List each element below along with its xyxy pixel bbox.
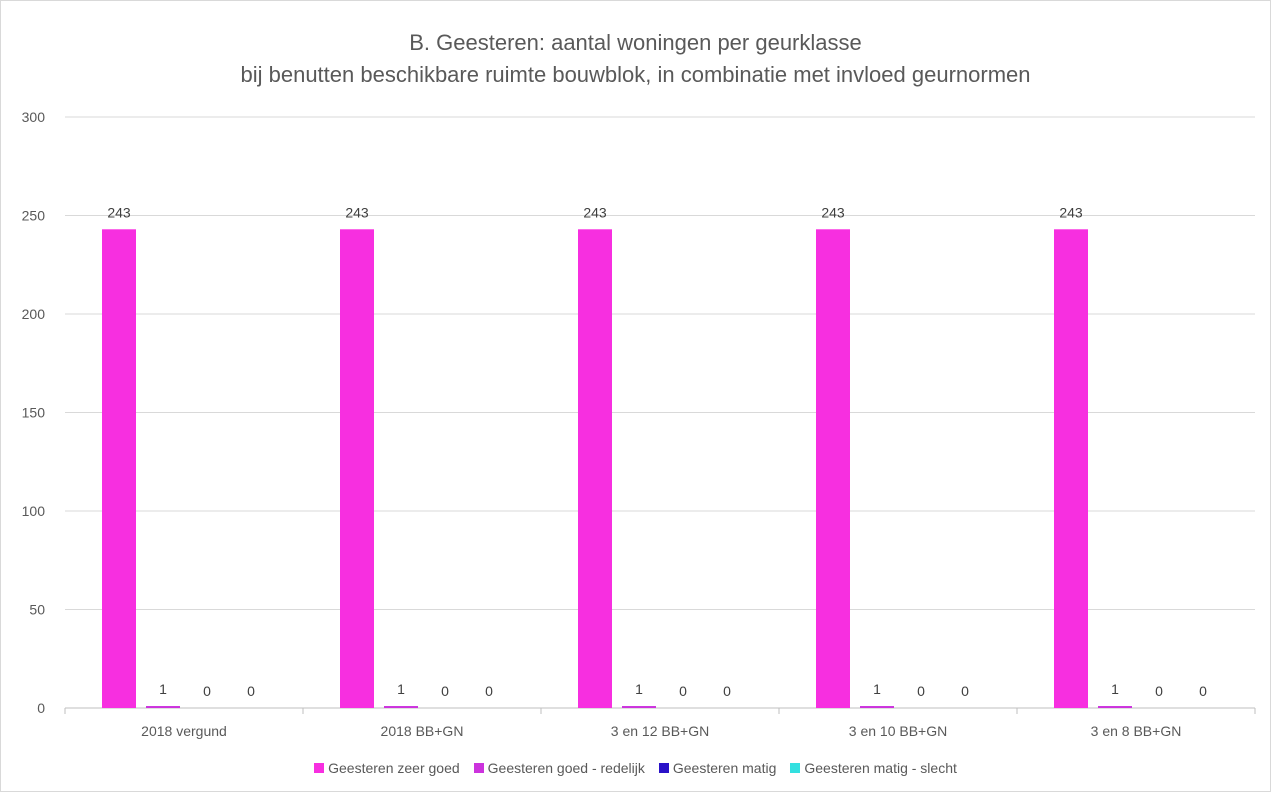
bar [860, 706, 894, 708]
chart-title: B. Geesteren: aantal woningen per geurkl… [409, 30, 862, 55]
legend-swatch [658, 763, 669, 773]
y-tick-label: 250 [22, 208, 46, 224]
data-label: 0 [1155, 683, 1163, 699]
y-tick-label: 300 [22, 109, 46, 125]
legend-item: Geesteren matig - slecht [790, 760, 957, 776]
legend-swatch [790, 763, 801, 773]
chart-subtitle: bij benutten beschikbare ruimte bouwblok… [240, 62, 1031, 87]
y-tick-label: 50 [29, 602, 45, 618]
data-label: 243 [107, 204, 131, 220]
bar [622, 706, 656, 708]
bar [340, 229, 374, 709]
y-tick-label: 100 [22, 503, 46, 519]
bar [578, 229, 612, 709]
data-label: 0 [441, 683, 449, 699]
legend-item: Geesteren zeer goed [314, 760, 460, 776]
data-label: 0 [679, 683, 687, 699]
x-tick-label: 3 en 8 BB+GN [1091, 723, 1182, 739]
x-tick-label: 2018 vergund [141, 723, 227, 739]
data-label: 0 [917, 683, 925, 699]
chart-legend: Geesteren zeer goed Geesteren goed - rede… [0, 760, 1271, 776]
bar [816, 229, 850, 709]
data-label: 243 [1059, 204, 1083, 220]
y-tick-label: 150 [22, 405, 46, 421]
legend-label: Geesteren matig [672, 760, 777, 776]
legend-label: Geesteren goed - redelijk [487, 760, 645, 776]
legend-item: Geesteren goed - redelijk [473, 760, 645, 776]
y-tick-label: 0 [37, 700, 45, 716]
bar [1054, 229, 1088, 709]
y-tick-label: 200 [22, 306, 46, 322]
data-label: 1 [159, 681, 167, 697]
bar [146, 706, 180, 708]
legend-label: Geesteren matig - slecht [804, 760, 957, 776]
legend-item: Geesteren matig [658, 760, 777, 776]
x-tick-label: 3 en 12 BB+GN [611, 723, 709, 739]
data-label: 1 [1111, 681, 1119, 697]
bar [1098, 706, 1132, 708]
bar [384, 706, 418, 708]
data-label: 0 [723, 683, 731, 699]
legend-swatch [314, 763, 325, 773]
x-tick-label: 2018 BB+GN [381, 723, 464, 739]
legend-label: Geesteren zeer goed [328, 760, 460, 776]
data-label: 243 [821, 204, 845, 220]
legend-swatch [473, 763, 484, 773]
data-label: 0 [485, 683, 493, 699]
data-label: 243 [583, 204, 607, 220]
data-label: 1 [635, 681, 643, 697]
data-label: 0 [247, 683, 255, 699]
x-tick-label: 3 en 10 BB+GN [849, 723, 947, 739]
data-label: 243 [345, 204, 369, 220]
data-label: 1 [873, 681, 881, 697]
data-label: 0 [1199, 683, 1207, 699]
bar [102, 229, 136, 709]
data-label: 0 [203, 683, 211, 699]
data-label: 1 [397, 681, 405, 697]
data-label: 0 [961, 683, 969, 699]
